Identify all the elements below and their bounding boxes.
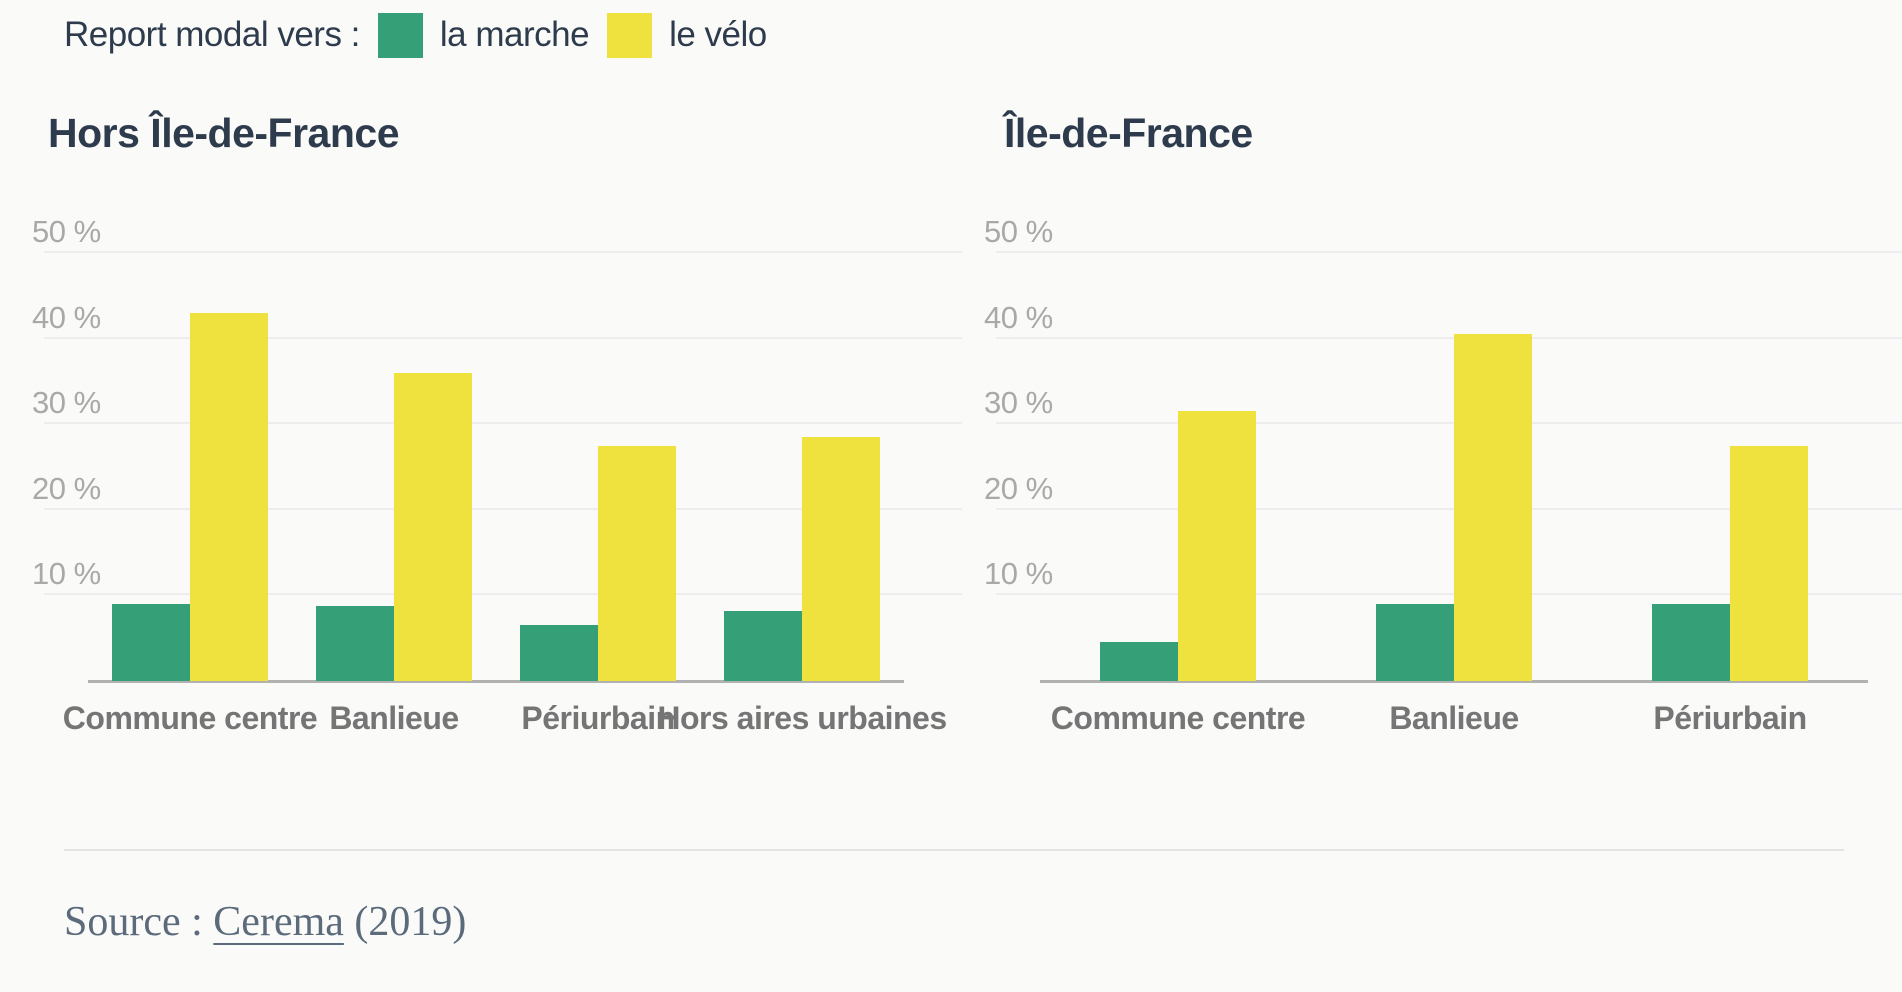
bar-le-velo <box>598 445 676 681</box>
x-axis-category-label: Banlieue <box>1389 700 1519 736</box>
x-axis-category-label: Périurbain <box>1653 700 1807 736</box>
y-axis-tick-label: 50 % <box>32 214 101 249</box>
y-axis-tick-label: 10 % <box>984 556 1053 592</box>
y-axis-tick-label: 20 % <box>984 470 1053 506</box>
gridline <box>44 251 962 253</box>
legend-label-velo: le vélo <box>669 15 767 54</box>
x-axis-category-label: Périurbain <box>521 700 675 736</box>
y-axis-tick-label: 50 % <box>984 214 1053 249</box>
source-suffix: (2019) <box>343 899 467 945</box>
bar-le-velo <box>1730 445 1808 681</box>
bar-chart-hors-idf: 10 % 20 % 30 % 40 % 50 % Commune centre Banlie… <box>32 216 962 736</box>
x-axis-line <box>88 680 904 683</box>
gridline <box>996 593 1902 596</box>
bar-le-velo <box>190 312 268 681</box>
source-line: Source : Cerema (2019) <box>64 898 466 946</box>
legend-swatch-marche <box>377 12 423 58</box>
x-axis-category-label: Hors aires urbaines <box>657 700 947 736</box>
bar-le-velo <box>1178 411 1256 681</box>
gridline <box>44 507 962 510</box>
legend-title: Report modal vers : <box>64 15 360 54</box>
gridline <box>44 593 962 596</box>
bar-la-marche <box>112 603 190 681</box>
chart-title-hors-idf: Hors Île-de-France <box>48 110 400 156</box>
gridline <box>996 251 1902 253</box>
bar-le-velo <box>802 437 880 681</box>
bar-la-marche <box>1100 642 1178 681</box>
bar-la-marche <box>1376 603 1454 681</box>
x-axis-category-label: Commune centre <box>62 700 318 736</box>
chart-title-idf: Île-de-France <box>1004 110 1253 156</box>
source-prefix: Source : <box>64 899 214 945</box>
gridline <box>996 507 1902 510</box>
gridline <box>996 422 1902 425</box>
gridline <box>44 422 962 425</box>
bar-la-marche <box>316 605 394 681</box>
bar-la-marche <box>1652 603 1730 681</box>
bar-le-velo <box>1454 334 1532 681</box>
x-axis-category-label: Banlieue <box>329 700 459 736</box>
gridline <box>44 336 962 339</box>
y-axis-tick-label: 10 % <box>32 556 101 592</box>
legend-swatch-velo <box>607 12 653 58</box>
y-axis-tick-label: 40 % <box>984 299 1053 335</box>
source-link-cerema[interactable]: Cerema <box>213 899 344 945</box>
y-axis-tick-label: 30 % <box>32 385 101 421</box>
y-axis-tick-label: 40 % <box>32 299 101 335</box>
bar-le-velo <box>394 372 472 681</box>
bar-la-marche <box>724 610 802 681</box>
y-axis-tick-label: 30 % <box>984 385 1053 421</box>
gridline <box>996 336 1902 339</box>
divider-line <box>64 849 1844 851</box>
x-axis-category-label: Commune centre <box>1050 700 1306 736</box>
x-axis-line <box>1040 680 1868 683</box>
bar-la-marche <box>520 625 598 681</box>
bar-chart-idf: 10 % 20 % 30 % 40 % 50 % Commune centre Banlie… <box>984 216 1902 736</box>
y-axis-tick-label: 20 % <box>32 470 101 506</box>
legend-label-marche: la marche <box>439 15 590 54</box>
chart-legend: Report modal vers : la marche le vélo <box>64 12 767 58</box>
